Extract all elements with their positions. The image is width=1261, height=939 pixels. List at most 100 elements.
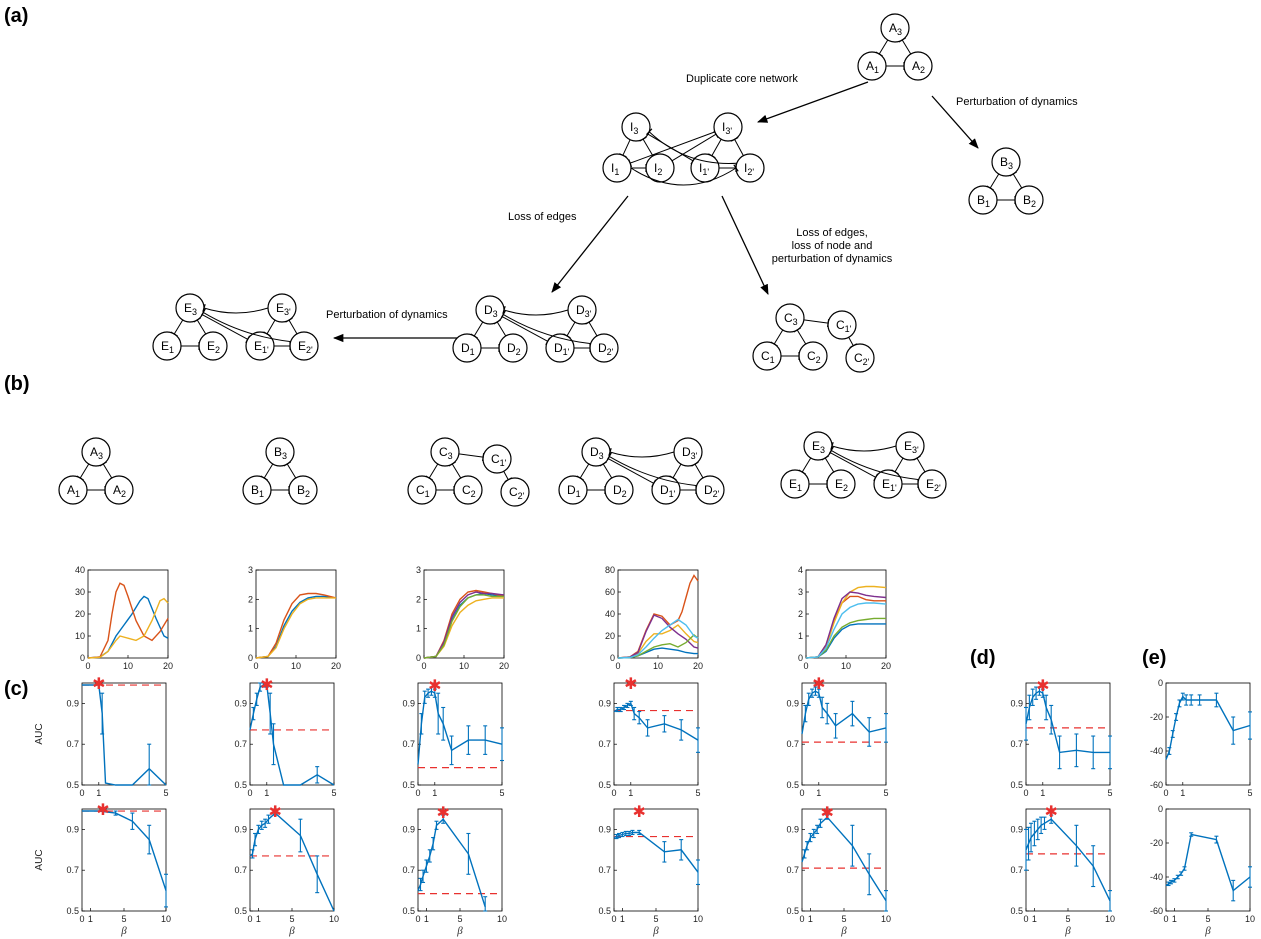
arrow-loss-combo	[721, 195, 769, 295]
x-axis-label-beta: β	[652, 925, 659, 937]
auc-chart-row2-1: 0.5 0.7 0.9 0 1 5 10 ✱ AUC β	[34, 800, 171, 937]
optimum-star-marker: ✱	[820, 803, 833, 822]
plot-frame	[81, 682, 167, 786]
y-tick-label: 0	[1158, 678, 1163, 688]
svg-text:I2': I2'	[744, 161, 754, 177]
y-tick-label: 1	[798, 631, 803, 641]
plot-frame	[81, 808, 167, 912]
x-tick-label: 0	[247, 914, 252, 924]
y-tick-label: 2	[798, 609, 803, 619]
x-tick-label: 1	[88, 914, 93, 924]
y-tick-label: 0.7	[598, 865, 611, 875]
arrow-perturb-top	[931, 95, 979, 149]
timeseries-chart-2: 0 1 2 3 0 10 20	[248, 565, 341, 671]
series-line-1	[255, 595, 337, 659]
plot-frame	[249, 682, 335, 786]
y-tick-label: 0.5	[1010, 906, 1023, 916]
y-tick-label: 0.7	[66, 739, 79, 749]
auc-line	[82, 810, 167, 891]
y-tick-label: 0.9	[66, 698, 79, 708]
y-tick-label: 0.5	[66, 780, 79, 790]
y-tick-label: 0.7	[402, 739, 415, 749]
network-edge	[202, 314, 251, 344]
node-c-3: C3	[775, 303, 805, 333]
y-tick-label: 0.5	[234, 780, 247, 790]
network-edge	[770, 329, 784, 347]
y-tick-label: 0.9	[66, 824, 79, 834]
x-tick-label: 0	[803, 661, 808, 671]
node-b-e-2p: E2'	[917, 469, 947, 499]
node-b-d-3: D3	[581, 437, 611, 467]
network-edge	[500, 310, 591, 345]
auc-line	[249, 684, 335, 786]
node-e-3: E3	[175, 293, 205, 323]
y-tick-label: 40	[75, 565, 85, 575]
x-tick-label: 10	[1245, 914, 1255, 924]
node-i-3p: I3'	[713, 112, 743, 142]
network-edge	[585, 319, 598, 337]
node-i-3: I3	[621, 112, 651, 142]
y-tick-label: 4	[798, 565, 803, 575]
network-edge	[630, 164, 739, 186]
x-tick-label: 5	[653, 914, 658, 924]
network-edge	[606, 452, 697, 487]
plot-frame	[613, 682, 699, 786]
network-edge	[691, 461, 704, 479]
series-line-3	[423, 597, 504, 659]
x-tick-label: 1	[816, 788, 821, 798]
y-tick-label: 0.5	[66, 906, 79, 916]
auc-line	[1165, 695, 1251, 760]
network-edge	[260, 463, 274, 481]
auc-line	[417, 818, 486, 908]
x-tick-label: 10	[123, 661, 133, 671]
panel-letter-a: (a)	[4, 5, 28, 27]
node-c-1p: C1'	[827, 310, 857, 340]
y-tick-label: 0.9	[598, 698, 611, 708]
y-tick-label: 0	[1158, 804, 1163, 814]
network-edge	[200, 308, 291, 343]
y-tick-label: 0.9	[234, 824, 247, 834]
node-b-2: B2	[1014, 185, 1044, 215]
x-axis-label-beta: β	[1204, 925, 1211, 937]
x-tick-label: 0	[1163, 914, 1168, 924]
y-tick-label: 80	[605, 565, 615, 575]
x-tick-label: 5	[1065, 914, 1070, 924]
y-tick-label: 3	[798, 587, 803, 597]
y-tick-label: 1	[416, 624, 421, 634]
y-tick-label: 20	[75, 609, 85, 619]
network-edge	[875, 39, 889, 57]
x-tick-label: 20	[693, 661, 703, 671]
panel-e-chart-1: -60 -40 -20 0 0 1 5	[1150, 678, 1253, 798]
network-edge	[628, 131, 716, 168]
node-i-1p: I1'	[690, 153, 720, 183]
auc-chart-row2-2: 0.5 0.7 0.9 0 1 5 10 ✱ β	[234, 802, 339, 937]
x-tick-label: 5	[1205, 914, 1210, 924]
y-tick-label: -60	[1150, 906, 1163, 916]
x-tick-label: 10	[497, 914, 507, 924]
node-c-2p: C2'	[845, 343, 875, 373]
y-tick-label: 3	[416, 565, 421, 575]
y-tick-label: 0.7	[1010, 739, 1023, 749]
auc-chart-row1-2: 0.5 0.7 0.9 0 1 5 ✱	[234, 675, 336, 798]
x-tick-label: 5	[163, 788, 168, 798]
y-tick-label: 0.5	[1010, 780, 1023, 790]
node-e-3p: E3'	[267, 293, 297, 323]
auc-line	[801, 690, 887, 735]
network-edge	[503, 471, 513, 483]
plot-frame	[1165, 808, 1251, 912]
node-b-d-3p: D3'	[673, 437, 703, 467]
x-tick-label: 10	[881, 914, 891, 924]
network-edge	[671, 130, 719, 162]
auc-line	[249, 812, 335, 912]
plot-frame	[417, 808, 503, 912]
auc-line	[1165, 833, 1251, 892]
auc-line	[82, 684, 167, 786]
x-tick-label: 20	[499, 661, 509, 671]
network-edge	[986, 173, 1000, 191]
x-tick-label: 5	[457, 914, 462, 924]
node-d-2p: D2'	[589, 333, 619, 363]
series-line-5	[805, 617, 886, 659]
optimum-star-marker: ✱	[1044, 802, 1057, 821]
y-tick-label: -60	[1150, 780, 1163, 790]
